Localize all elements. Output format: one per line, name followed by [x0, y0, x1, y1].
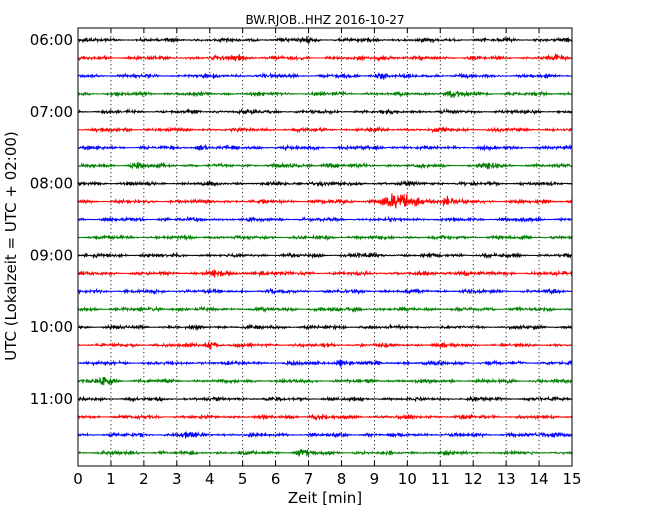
chart-title: BW.RJOB..HHZ 2016-10-27: [245, 13, 404, 27]
x-tick-label: 7: [304, 470, 314, 488]
x-tick-label: 15: [562, 470, 581, 488]
seismic-trace: [77, 193, 573, 209]
x-tick-label: 3: [172, 470, 182, 488]
x-tick-label: 1: [106, 470, 116, 488]
x-tick-label: 11: [431, 470, 450, 488]
seismic-trace: [77, 215, 573, 224]
seismic-trace: [77, 359, 573, 368]
seismic-trace: [77, 395, 573, 403]
x-tick-label: 8: [337, 470, 347, 488]
seismic-trace: [77, 143, 573, 152]
x-tick-label: 5: [238, 470, 248, 488]
x-axis-label: Zeit [min]: [288, 489, 362, 507]
x-tick-label: 14: [530, 470, 549, 488]
y-tick-label: 07:00: [30, 103, 73, 121]
seismic-trace: [77, 305, 573, 314]
seismic-trace: [77, 269, 573, 278]
plot-frame: [77, 27, 573, 467]
seismic-trace: [77, 36, 573, 44]
tick-layer: 0 1 2 3 4 5 6 7 8 9 10 11 12 13 14 1506:0007:0008:0009:…: [30, 28, 582, 488]
grid-lines: [110, 28, 540, 466]
y-tick-label: 10:00: [30, 318, 73, 336]
seismic-trace: [77, 287, 573, 296]
seismic-trace: [77, 431, 573, 439]
seismic-trace: [77, 90, 573, 98]
seismic-trace: [77, 376, 573, 386]
x-tick-label: 0: [73, 470, 83, 488]
seismic-trace: [77, 323, 573, 332]
seismic-trace: [77, 125, 573, 134]
seismic-trace: [77, 341, 573, 350]
x-tick-label: 10: [398, 470, 417, 488]
seismic-trace: [77, 52, 573, 63]
y-tick-label: 11:00: [30, 390, 73, 408]
y-tick-label: 06:00: [30, 31, 73, 49]
y-tick-label: 08:00: [30, 175, 73, 193]
seismic-trace: [77, 107, 573, 116]
seismic-trace: [77, 71, 573, 80]
seismic-trace: [77, 448, 573, 457]
seismic-trace: [77, 179, 573, 188]
x-tick-label: 9: [370, 470, 380, 488]
x-tick-label: 6: [271, 470, 281, 488]
seismic-trace: [77, 233, 573, 242]
y-axis-label: UTC (Lokalzeit = UTC + 02:00): [2, 131, 20, 361]
seismic-trace: [77, 251, 573, 260]
x-tick-label: 2: [139, 470, 149, 488]
seismic-trace: [77, 161, 573, 170]
x-tick-label: 13: [497, 470, 516, 488]
x-tick-label: 4: [205, 470, 215, 488]
x-tick-label: 12: [464, 470, 483, 488]
trace-layer: [77, 36, 573, 457]
seismic-trace: [77, 412, 573, 422]
y-tick-label: 09:00: [30, 246, 73, 264]
